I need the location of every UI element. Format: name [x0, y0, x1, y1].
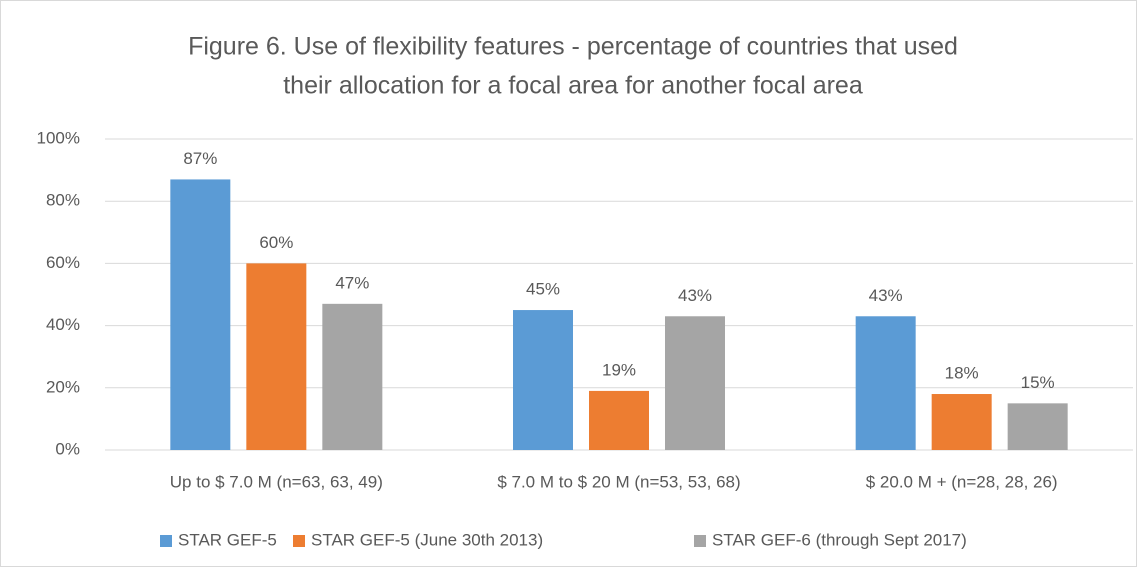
data-label: 60%	[259, 233, 293, 252]
legend-swatch	[160, 535, 172, 547]
chart-title: their allocation for a focal area for an…	[283, 72, 863, 100]
data-label: 87%	[183, 149, 217, 168]
legend-swatch	[293, 535, 305, 547]
bar	[665, 316, 725, 450]
bar	[513, 310, 573, 450]
data-label: 43%	[869, 286, 903, 305]
chart-title: Figure 6. Use of flexibility features - …	[188, 33, 958, 61]
legend-label: STAR GEF-6 (through Sept 2017)	[712, 530, 967, 549]
data-label: 19%	[602, 360, 636, 379]
bar	[246, 263, 307, 450]
legend-label: STAR GEF-5	[178, 530, 277, 549]
y-tick-label: 40%	[46, 315, 80, 334]
bar	[931, 394, 992, 450]
bar	[589, 390, 649, 450]
bar	[1007, 403, 1068, 450]
y-tick-label: 0%	[55, 439, 80, 458]
x-tick-label: $ 7.0 M to $ 20 M (n=53, 53, 68)	[497, 472, 740, 491]
y-tick-label: 100%	[37, 128, 80, 147]
y-tick-label: 80%	[46, 191, 80, 210]
bar	[170, 179, 231, 450]
data-label: 43%	[678, 286, 712, 305]
legend-swatch	[694, 535, 706, 547]
y-tick-label: 60%	[46, 253, 80, 272]
legend-label: STAR GEF-5 (June 30th 2013)	[311, 530, 543, 549]
x-tick-label: Up to $ 7.0 M (n=63, 63, 49)	[170, 472, 383, 491]
data-label: 15%	[1021, 373, 1055, 392]
data-label: 45%	[526, 280, 560, 299]
bar	[855, 316, 916, 450]
data-label: 18%	[945, 364, 979, 383]
data-label: 47%	[335, 273, 369, 292]
bar	[322, 303, 383, 450]
x-tick-label: $ 20.0 M + (n=28, 28, 26)	[866, 472, 1058, 491]
y-tick-label: 20%	[46, 377, 80, 396]
